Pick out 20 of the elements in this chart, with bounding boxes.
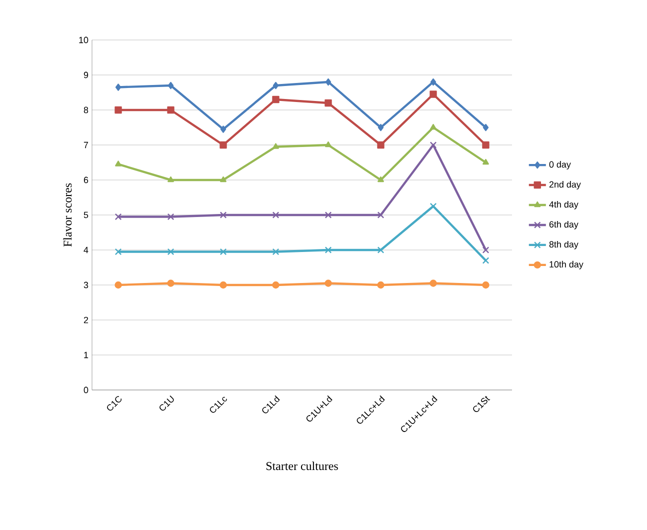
legend-label: 8th day	[549, 240, 578, 250]
y-tick-label: 1	[84, 352, 88, 358]
legend-label: 2nd day	[549, 181, 581, 190]
legend-label: 0 day	[549, 161, 571, 170]
y-tick-label: 5	[84, 212, 88, 218]
y-tick-label: 2	[84, 316, 88, 324]
legend-label: 10th day	[550, 260, 584, 270]
x-axis-title: Starter cultures	[266, 462, 338, 470]
y-tick-label: 3	[84, 282, 88, 288]
legend-label: 6th day	[549, 220, 578, 230]
y-tick-label: 4	[84, 246, 88, 254]
x-tick-label: C1C	[107, 396, 122, 411]
y-tick-label: 7	[84, 142, 88, 148]
y-tick-label: 10	[79, 36, 88, 44]
y-tick-label: 9	[84, 72, 88, 78]
y-tick-label: 0	[84, 386, 88, 394]
legend-label: 4th day	[549, 201, 578, 210]
y-tick-label: 6	[84, 176, 88, 184]
y-tick-label: 8	[84, 106, 88, 114]
y-axis-title: Flavor scores	[63, 183, 72, 247]
